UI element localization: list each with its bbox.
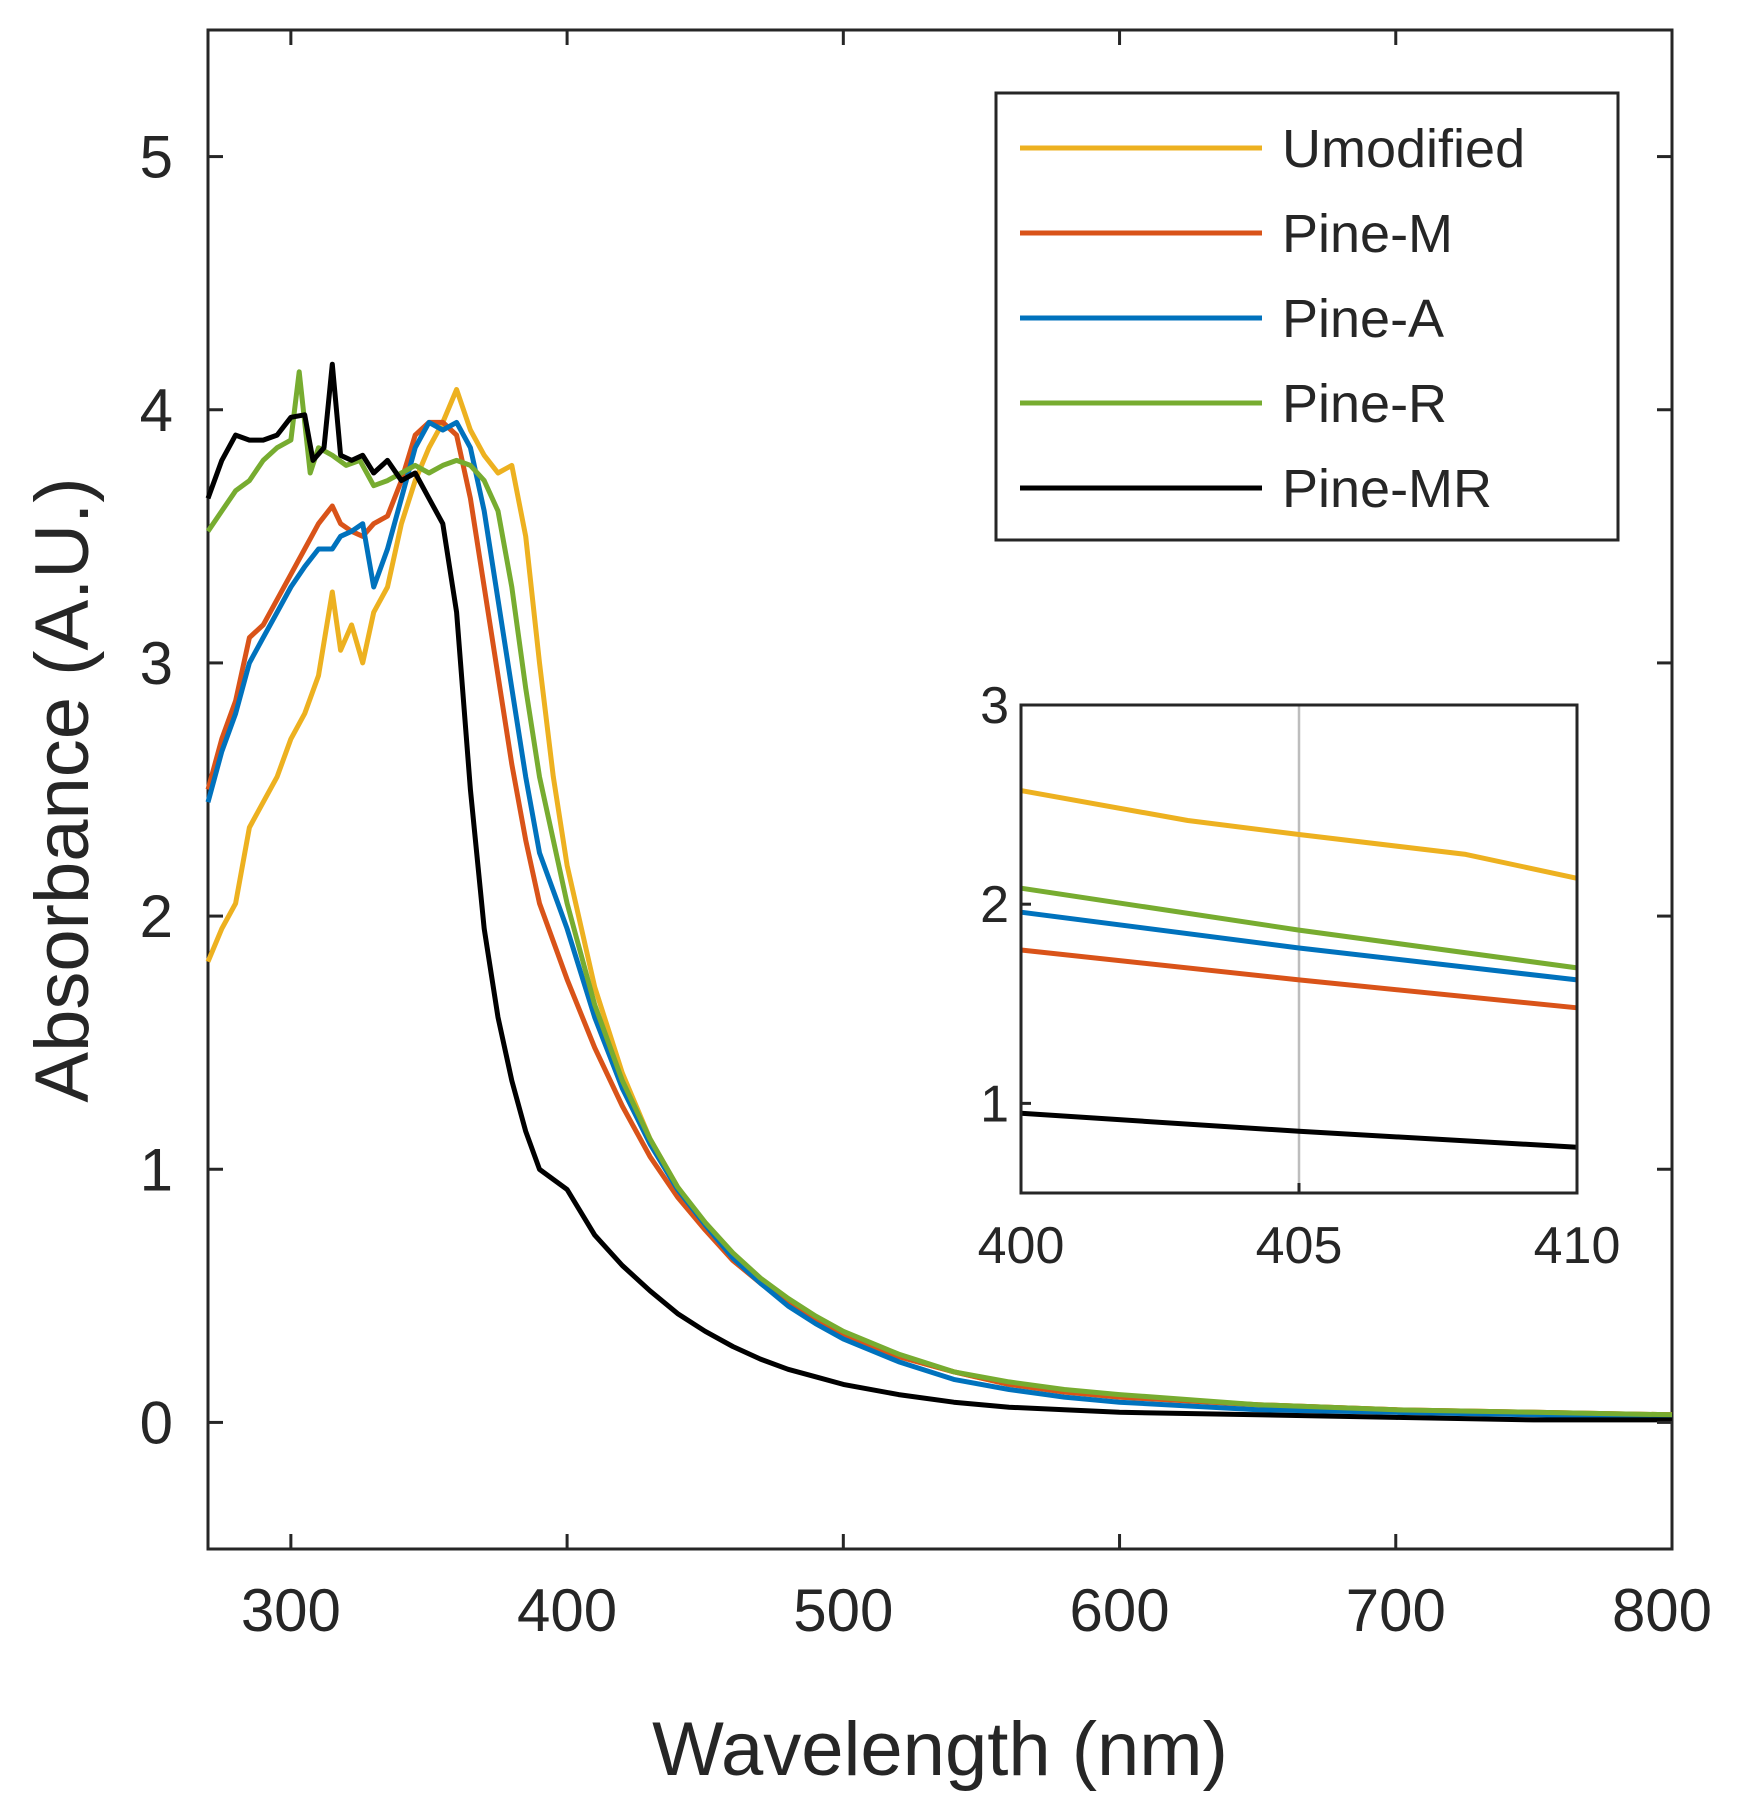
y-tick-label: 2 xyxy=(140,883,173,950)
inset-x-tick-label: 410 xyxy=(1534,1217,1621,1275)
y-tick-label: 1 xyxy=(140,1136,173,1203)
y-tick-label: 3 xyxy=(140,630,173,697)
inset-series-group xyxy=(1020,705,1578,1193)
legend-items-group: Umodified Pine-M Pine-A Pine-R Pine-MR xyxy=(1020,119,1525,519)
series-line-pine-mr xyxy=(205,361,1672,1423)
legend-label-pine-mr: Pine-MR xyxy=(1282,459,1492,519)
legend-label-umodified: Umodified xyxy=(1282,119,1525,179)
x-tick-label: 400 xyxy=(517,1577,617,1644)
inset-y-tick-label: 1 xyxy=(980,1075,1009,1133)
inset-ticks-group: 400 405 410 1 2 3 xyxy=(978,677,1621,1275)
inset-y-tick-label: 2 xyxy=(980,876,1009,934)
main-series-group xyxy=(205,361,1673,1423)
inset-series-line-pine-r xyxy=(1020,885,1578,971)
y-tick-label: 5 xyxy=(140,124,173,191)
x-tick-label: 800 xyxy=(1612,1577,1712,1644)
inset-series-line-umodified xyxy=(1020,788,1578,881)
legend-label-pine-r: Pine-R xyxy=(1282,374,1447,434)
series-line-pine-a xyxy=(205,419,1673,1420)
inset-x-tick-label: 400 xyxy=(978,1217,1065,1275)
inset-y-tick-label: 3 xyxy=(980,677,1009,735)
x-tick-label: 300 xyxy=(241,1577,341,1644)
x-tick-label: 700 xyxy=(1346,1577,1446,1644)
y-tick-label: 0 xyxy=(140,1389,173,1456)
inset-series-line-pine-m xyxy=(1020,947,1578,1011)
main-ticks-group: 300 400 500 600 700 800 0 1 2 3 4 5 xyxy=(140,30,1712,1644)
x-axis-title: Wavelength (nm) xyxy=(652,1707,1228,1792)
x-tick-label: 600 xyxy=(1069,1577,1169,1644)
legend-label-pine-a: Pine-A xyxy=(1282,289,1444,349)
y-axis-title: Absorbance (A.U.) xyxy=(20,477,105,1102)
x-tick-label: 500 xyxy=(793,1577,893,1644)
inset-series-line-pine-mr xyxy=(1020,1110,1578,1150)
y-tick-label: 4 xyxy=(140,377,173,444)
inset-series-line-pine-a xyxy=(1020,909,1578,983)
legend-label-pine-m: Pine-M xyxy=(1282,204,1453,264)
inset-x-tick-label: 405 xyxy=(1256,1217,1343,1275)
